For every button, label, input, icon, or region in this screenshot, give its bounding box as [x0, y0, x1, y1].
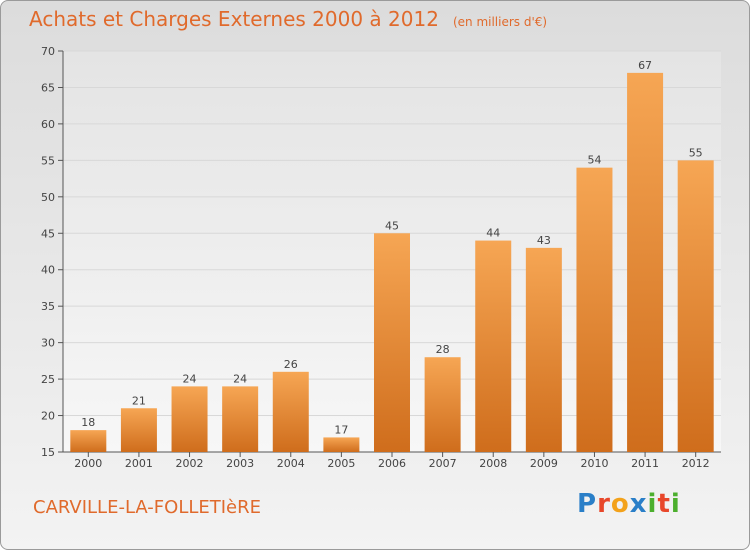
- data-label: 24: [183, 372, 197, 385]
- x-tick-label: 2008: [479, 457, 507, 470]
- x-tick-label: 2001: [125, 457, 153, 470]
- y-tick-label: 45: [41, 227, 55, 240]
- y-tick-label: 25: [41, 373, 55, 386]
- y-tick-label: 40: [41, 264, 55, 277]
- bar: [120, 408, 157, 452]
- y-tick-label: 70: [41, 45, 55, 58]
- bar: [424, 357, 461, 452]
- bar: [70, 430, 107, 452]
- chart-title: Achats et Charges Externes 2000 à 2012 (e…: [29, 7, 547, 31]
- bar: [525, 247, 562, 452]
- chart-title-text: Achats et Charges Externes 2000 à 2012: [29, 7, 439, 31]
- logo-letter: r: [597, 489, 611, 519]
- x-tick-label: 2006: [378, 457, 406, 470]
- bar: [475, 240, 512, 452]
- data-label: 45: [385, 219, 399, 232]
- y-tick-label: 50: [41, 191, 55, 204]
- bar: [627, 72, 664, 452]
- y-tick-label: 60: [41, 118, 55, 131]
- bar: [323, 437, 360, 452]
- y-tick-label: 65: [41, 81, 55, 94]
- data-label: 24: [233, 372, 247, 385]
- data-label: 18: [81, 416, 95, 429]
- bar: [576, 167, 613, 452]
- bar: [171, 386, 208, 452]
- x-tick-label: 2007: [429, 457, 457, 470]
- data-label: 67: [638, 59, 652, 72]
- logo-letter: x: [629, 489, 648, 519]
- data-label: 21: [132, 394, 146, 407]
- x-tick-label: 2005: [327, 457, 355, 470]
- y-tick-label: 35: [41, 300, 55, 313]
- data-label: 17: [334, 423, 348, 436]
- data-label: 55: [689, 146, 703, 159]
- x-tick-label: 2010: [580, 457, 608, 470]
- data-label: 28: [436, 343, 450, 356]
- x-tick-label: 2000: [74, 457, 102, 470]
- x-tick-label: 2004: [277, 457, 305, 470]
- bar: [222, 386, 259, 452]
- y-tick-label: 30: [41, 337, 55, 350]
- x-tick-label: 2012: [682, 457, 710, 470]
- data-label: 43: [537, 234, 551, 247]
- data-label: 26: [284, 358, 298, 371]
- x-tick-label: 2002: [176, 457, 204, 470]
- bar: [374, 233, 410, 452]
- logo-letter: i: [670, 489, 681, 519]
- x-tick-label: 2009: [530, 457, 558, 470]
- logo-letter: t: [657, 489, 671, 519]
- proxiti-logo: Proxiti: [577, 489, 681, 519]
- x-tick-label: 2003: [226, 457, 254, 470]
- logo-letter: P: [577, 489, 598, 519]
- data-label: 44: [486, 227, 500, 240]
- logo-letter: o: [610, 489, 630, 519]
- logo-letter: i: [647, 489, 658, 519]
- data-label: 54: [587, 154, 601, 167]
- y-tick-label: 15: [41, 446, 55, 459]
- x-tick-label: 2011: [631, 457, 659, 470]
- chart-unit-label: (en milliers d'€): [452, 15, 548, 29]
- y-tick-label: 55: [41, 154, 55, 167]
- bar: [272, 371, 309, 452]
- commune-name: CARVILLE-LA-FOLLETIèRE: [33, 497, 262, 518]
- y-tick-label: 20: [41, 410, 55, 423]
- bar: [677, 160, 714, 452]
